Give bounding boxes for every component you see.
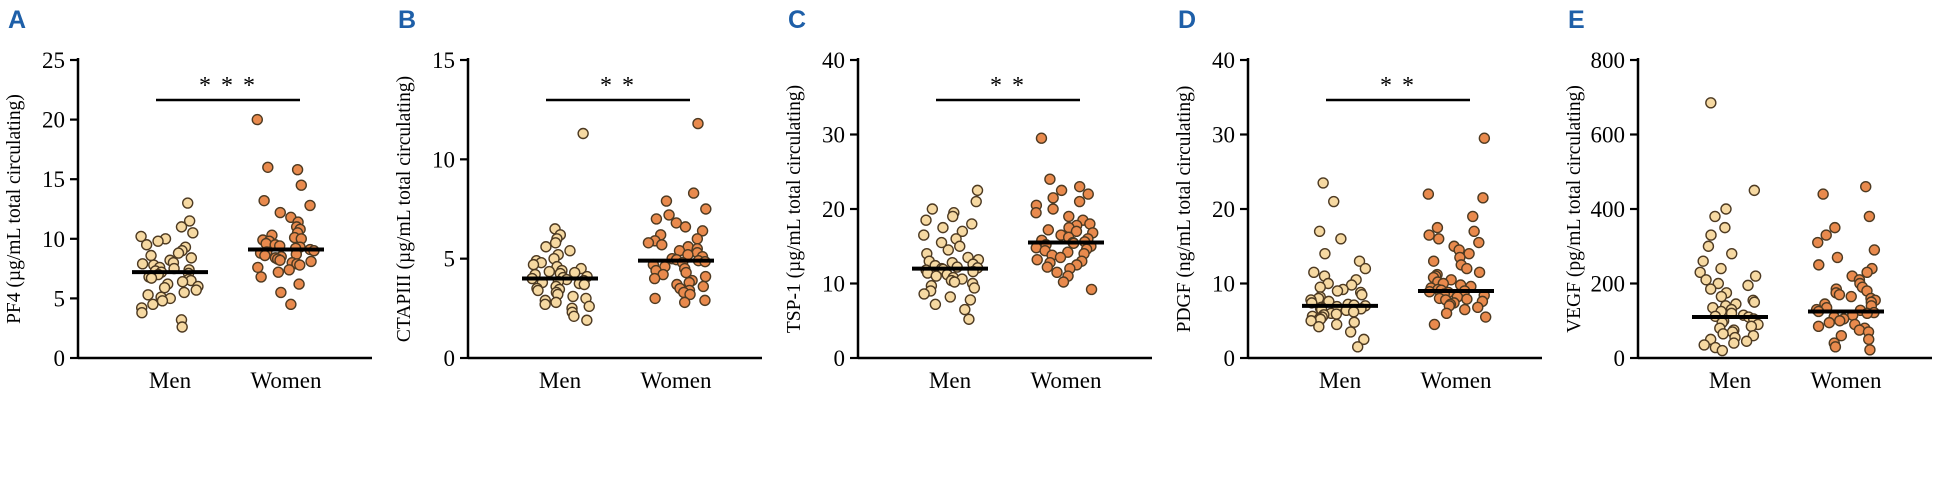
svg-text:10: 10 [432,147,455,172]
svg-text:10: 10 [822,272,845,297]
svg-text:Women: Women [1031,368,1102,393]
svg-text:Women: Women [251,368,322,393]
panel-b: B 0 5 10 15 CTAPIII (µg/mL total circulating… [390,0,780,499]
plot-pdgf: 0 10 20 30 40 PDGF (ng/mL total circulating) M… [1174,48,1542,393]
svg-text:Women: Women [641,368,712,393]
svg-text:Women: Women [1811,368,1882,393]
plot-tsp1: 0 10 20 30 40 TSP-1 (µg/mL total circulating)… [784,48,1152,393]
svg-text:PF4 (µg/mL total circulating): PF4 (µg/mL total circulating) [4,94,25,324]
svg-text:10: 10 [1212,272,1235,297]
plot-vegf: 0 200 400 600 800 VEGF (pg/mL total circulati… [1564,48,1932,393]
svg-text:* *: * * [600,73,636,99]
svg-text:600: 600 [1591,123,1626,148]
panel-label-b: B [398,6,417,34]
svg-text:Men: Men [539,368,582,393]
panel-label-c: C [788,6,807,34]
svg-text:25: 25 [42,48,65,73]
svg-text:15: 15 [42,167,65,192]
svg-text:0: 0 [444,346,456,371]
svg-text:Men: Men [1319,368,1362,393]
panel-label-e: E [1568,6,1585,34]
svg-text:* *: * * [990,73,1026,99]
svg-text:400: 400 [1591,197,1626,222]
svg-text:20: 20 [1212,197,1235,222]
panel-d: D 0 10 20 30 40 PDGF (ng/mL total circulating… [1170,0,1560,499]
panel-c: C 0 10 20 30 40 TSP-1 (µg/mL total circulatin… [780,0,1170,499]
svg-text:Women: Women [1421,368,1492,393]
svg-text:5: 5 [444,247,456,272]
svg-text:15: 15 [432,48,455,73]
svg-text:10: 10 [42,227,65,252]
svg-text:0: 0 [54,346,66,371]
svg-text:30: 30 [1212,123,1235,148]
svg-text:0: 0 [1224,346,1236,371]
svg-text:30: 30 [822,123,845,148]
svg-text:VEGF (pg/mL total circulating): VEGF (pg/mL total circulating) [1564,85,1585,333]
svg-text:Men: Men [929,368,972,393]
svg-text:CTAPIII (µg/mL total circulati: CTAPIII (µg/mL total circulating) [394,76,415,342]
panel-a: A 0 5 10 15 20 25 PF4 (µg/mL total circulating… [0,0,390,499]
svg-text:TSP-1 (µg/mL total circulating: TSP-1 (µg/mL total circulating) [784,85,805,333]
svg-text:0: 0 [834,346,846,371]
svg-text:0: 0 [1614,346,1626,371]
svg-text:PDGF (ng/mL total circulating): PDGF (ng/mL total circulating) [1174,86,1195,333]
svg-text:Men: Men [149,368,192,393]
svg-text:Men: Men [1709,368,1752,393]
svg-text:200: 200 [1591,272,1626,297]
svg-text:40: 40 [822,48,845,73]
svg-text:5: 5 [54,286,66,311]
svg-text:20: 20 [42,108,65,133]
svg-text:800: 800 [1591,48,1626,73]
svg-text:40: 40 [1212,48,1235,73]
panel-label-d: D [1178,6,1197,34]
svg-text:* *: * * [1380,73,1416,99]
svg-text:* * *: * * * [199,73,257,99]
plot-ctapiii: 0 5 10 15 CTAPIII (µg/mL total circulating) M… [394,48,762,393]
plot-pf4: 0 5 10 15 20 25 PF4 (µg/mL total circulating) M… [4,48,372,393]
svg-text:20: 20 [822,197,845,222]
panel-e: E 0 200 400 600 800 VEGF (pg/mL total circula… [1560,0,1950,499]
panel-label-a: A [8,6,27,34]
